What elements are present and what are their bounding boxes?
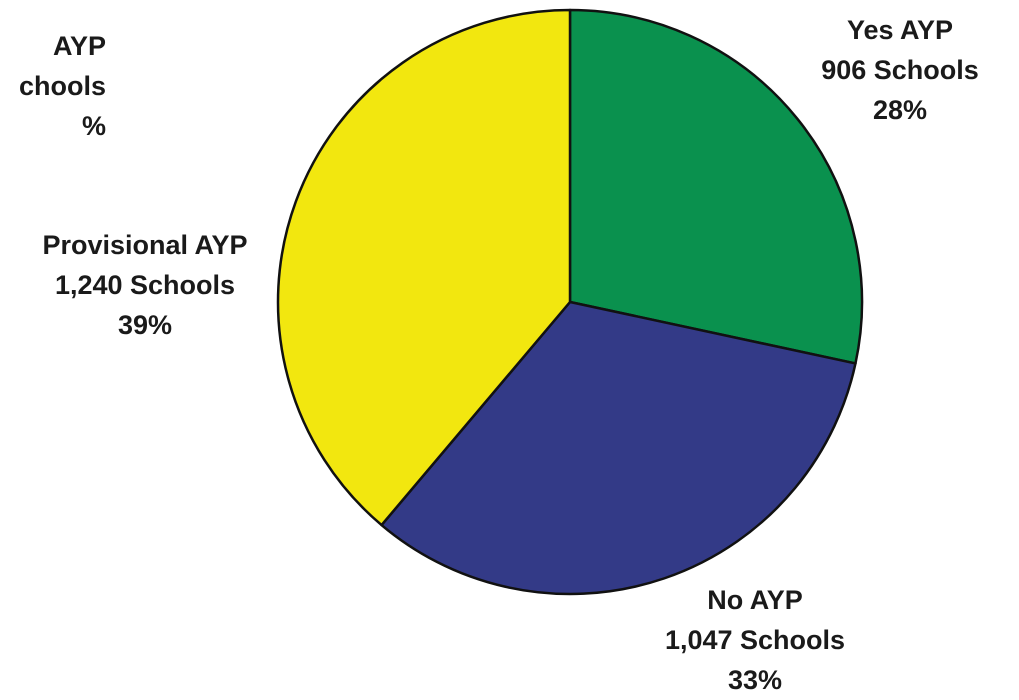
partial-label-line3: %: [81, 111, 106, 141]
slice-label-yes-ayp: Yes AYP 906 Schools 28%: [800, 10, 1000, 130]
slice-count: 906 Schools: [821, 55, 979, 85]
pie-slice-yes-ayp: [568, 8, 864, 365]
partial-label-line2: chools: [18, 71, 106, 101]
pie-slice-provisional-ayp: [276, 8, 572, 527]
slice-percent: 39%: [117, 310, 173, 340]
slice-percent: 28%: [872, 95, 928, 125]
partial-slice-label: AYP chools %: [0, 26, 106, 146]
slice-name: Yes AYP: [846, 15, 954, 45]
slice-name: No AYP: [707, 585, 803, 615]
slice-name: Provisional AYP: [42, 230, 248, 260]
slice-label-provisional-ayp: Provisional AYP 1,240 Schools 39%: [10, 225, 280, 345]
pie-slice-no-ayp: [380, 300, 857, 596]
slice-percent: 33%: [727, 665, 783, 695]
partial-label-line1: AYP: [52, 31, 106, 61]
slice-count: 1,047 Schools: [664, 625, 846, 655]
slice-label-no-ayp: No AYP 1,047 Schools 33%: [640, 580, 870, 700]
slice-count: 1,240 Schools: [54, 270, 236, 300]
